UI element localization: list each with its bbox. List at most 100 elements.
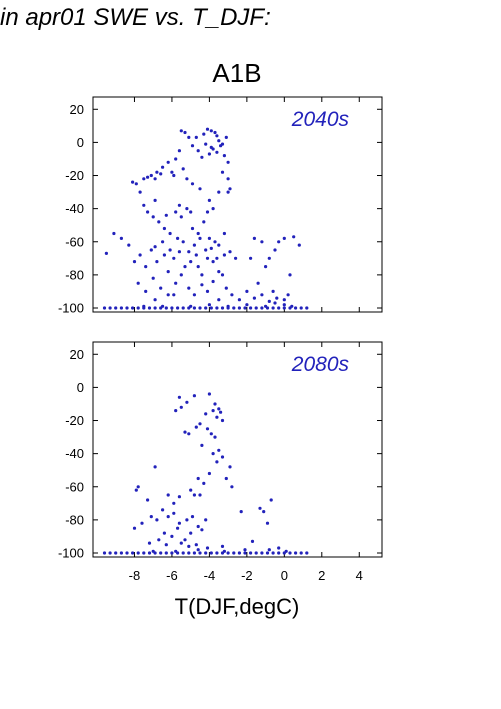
data-point: [185, 518, 189, 522]
data-point: [209, 129, 213, 133]
x-tick-label: -8: [129, 568, 141, 583]
x-tick-label: 2: [318, 568, 325, 583]
data-point: [211, 409, 215, 413]
data-point: [136, 306, 140, 310]
data-point: [119, 236, 123, 240]
data-point: [181, 306, 185, 310]
page-title: in apr01 SWE vs. T_DJF:: [0, 4, 271, 31]
data-point: [187, 250, 191, 254]
data-point: [297, 243, 301, 247]
data-point: [226, 551, 230, 555]
data-point: [164, 306, 168, 310]
data-point: [187, 135, 191, 139]
data-point: [190, 515, 195, 519]
data-point: [153, 245, 157, 249]
data-point: [237, 551, 241, 555]
data-point: [260, 551, 264, 555]
data-point: [252, 236, 256, 240]
data-point: [168, 248, 172, 252]
data-point: [254, 306, 258, 310]
data-point: [155, 260, 159, 264]
data-point: [282, 298, 286, 302]
data-point: [179, 129, 183, 133]
data-point: [217, 243, 221, 247]
data-point: [162, 226, 166, 231]
data-point: [194, 253, 198, 257]
data-point: [147, 541, 152, 545]
data-point: [183, 430, 187, 434]
data-point: [149, 173, 153, 178]
x-tick-label: -4: [204, 568, 216, 583]
data-point: [172, 501, 176, 505]
data-point: [205, 210, 210, 214]
data-point: [190, 182, 195, 186]
data-point: [217, 139, 221, 143]
data-point: [138, 190, 142, 194]
data-point: [245, 303, 249, 307]
data-point: [205, 256, 210, 260]
data-point: [146, 210, 150, 214]
data-point: [271, 289, 275, 293]
data-point: [267, 548, 271, 552]
y-tick-label: -60: [65, 479, 84, 494]
data-point: [286, 293, 290, 297]
data-point: [190, 144, 195, 148]
data-point: [134, 182, 138, 186]
data-point: [256, 281, 260, 285]
data-point: [200, 273, 204, 277]
data-point: [204, 306, 208, 310]
data-point: [305, 306, 309, 310]
data-point: [215, 134, 219, 138]
data-point: [213, 435, 217, 439]
plot-frame: [92, 96, 383, 313]
data-point: [147, 306, 152, 310]
y-tick-label: -100: [58, 546, 84, 561]
data-point: [168, 231, 172, 236]
data-point: [176, 526, 180, 530]
data-point: [198, 422, 202, 426]
data-point: [155, 518, 159, 522]
data-point: [198, 493, 202, 497]
data-point: [260, 306, 264, 310]
data-point: [189, 210, 193, 214]
x-axis-label: T(DJF,degC): [174, 594, 300, 619]
data-point: [211, 207, 215, 211]
data-point: [202, 220, 206, 224]
data-point: [207, 471, 211, 476]
data-point: [217, 298, 221, 302]
data-point: [232, 551, 236, 555]
data-point: [183, 538, 187, 542]
data-point: [204, 518, 208, 522]
data-point: [136, 551, 140, 555]
data-point: [162, 531, 166, 535]
data-point: [290, 304, 294, 308]
data-point: [204, 142, 208, 146]
data-point: [299, 306, 303, 310]
data-point: [237, 306, 241, 310]
data-point: [192, 243, 196, 247]
data-point: [211, 279, 215, 284]
data-point: [144, 265, 148, 269]
data-point: [153, 177, 157, 181]
data-point: [200, 283, 204, 287]
data-point: [207, 303, 211, 307]
data-point: [271, 306, 275, 310]
y-tick-label: 20: [70, 347, 84, 362]
data-point: [196, 548, 200, 552]
data-point: [159, 551, 163, 555]
data-point: [292, 235, 296, 239]
x-tick-label: -2: [241, 568, 253, 583]
data-point: [215, 415, 219, 419]
data-point: [198, 187, 202, 191]
data-point: [166, 160, 170, 164]
data-point: [226, 190, 230, 194]
data-point: [146, 498, 150, 502]
data-point: [149, 515, 153, 519]
period-label: 2040s: [291, 108, 350, 131]
data-point: [170, 551, 174, 555]
data-point: [288, 273, 292, 277]
data-point: [114, 551, 118, 555]
data-point: [249, 256, 253, 260]
data-point: [249, 306, 253, 310]
data-point: [187, 286, 191, 290]
